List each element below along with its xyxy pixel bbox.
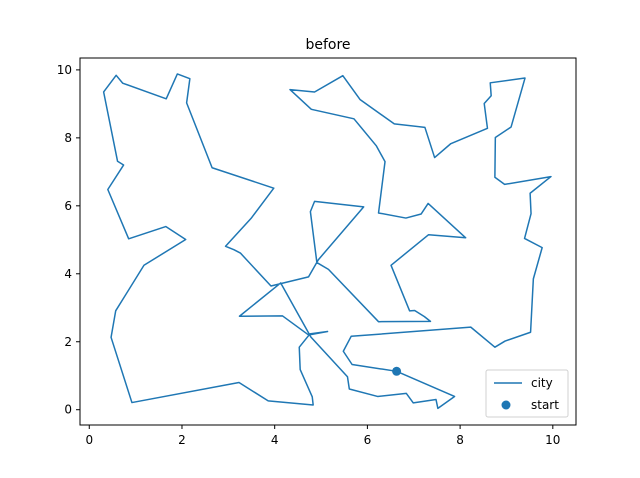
- plot-area: [102, 73, 552, 410]
- legend-start-label: start: [531, 398, 559, 412]
- y-tick-label-0: 0: [64, 403, 72, 417]
- x-tick-label-8: 8: [456, 433, 464, 447]
- axes: 0 2 4 6 8 10 0 2 4 6 8 10: [57, 57, 577, 447]
- series-city-line: [102, 73, 552, 410]
- y-tick-label-8: 8: [64, 131, 72, 145]
- x-tick-label-6: 6: [364, 433, 372, 447]
- y-tick-label-6: 6: [64, 199, 72, 213]
- legend-city-label: city: [531, 376, 553, 390]
- x-tick-label-4: 4: [271, 433, 279, 447]
- plot-frame: [79, 57, 577, 426]
- x-tick-label-2: 2: [178, 433, 186, 447]
- legend-start-marker: [501, 400, 511, 410]
- x-tick-label-0: 0: [85, 433, 93, 447]
- x-tick-label-10: 10: [545, 433, 560, 447]
- y-tick-label-4: 4: [64, 267, 72, 281]
- y-tick-label-2: 2: [64, 335, 72, 349]
- legend: city start: [485, 369, 569, 418]
- y-tick-label-10: 10: [57, 63, 72, 77]
- start-point: [392, 366, 402, 376]
- chart-title: before: [305, 37, 350, 53]
